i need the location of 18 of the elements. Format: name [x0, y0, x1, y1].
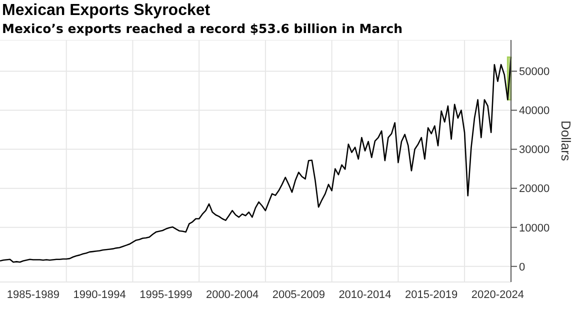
- x-tick-label: 1995-1999: [140, 288, 192, 301]
- x-tick-label: 1985-1989: [6, 288, 60, 301]
- y-tick-label: 20000: [519, 183, 550, 196]
- chart-subtitle: Mexico’s exports reached a record $53.6 billion in March: [2, 21, 403, 36]
- y-tick-label: 40000: [519, 105, 550, 118]
- chart-title: Mexican Exports Skyrocket: [2, 2, 210, 20]
- x-tick-label: 1990-1994: [73, 288, 126, 301]
- x-tick-label: 2000-2004: [206, 288, 259, 301]
- y-tick-label: 0: [519, 261, 526, 274]
- line-series: [0, 56, 512, 263]
- x-tick-label: 2020-2024: [471, 288, 524, 301]
- x-tick-label: 2010-2014: [338, 288, 392, 301]
- x-tick-label: 2005-2009: [272, 288, 325, 301]
- y-tick-label: 10000: [519, 222, 550, 234]
- y-tick-label: 50000: [519, 66, 550, 78]
- y-axis-title: Dollars: [558, 120, 574, 162]
- x-tick-label: 2015-2019: [405, 288, 458, 301]
- y-tick-label: 30000: [519, 144, 550, 156]
